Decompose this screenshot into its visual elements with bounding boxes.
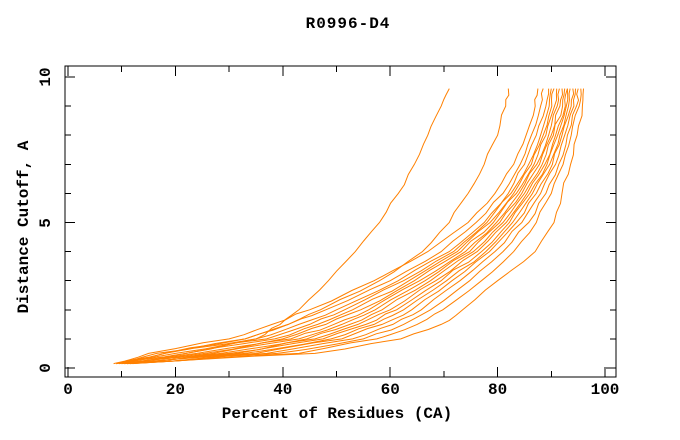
model-curve-08 (118, 88, 558, 365)
x-tick-label: 100 (590, 381, 620, 399)
y-tick-label: 0 (37, 363, 55, 373)
model-curve-15 (127, 88, 575, 365)
model-curve-19 (132, 88, 584, 365)
model-curve-14 (124, 88, 571, 365)
model-curve-12 (124, 88, 568, 365)
model-curve-16 (127, 88, 576, 365)
x-axis-label: Percent of Residues (CA) (221, 405, 453, 423)
model-curve-07 (121, 88, 555, 365)
x-tick-label: 40 (273, 381, 293, 399)
model-curve-03 (113, 88, 539, 365)
y-tick-label: 10 (37, 67, 55, 87)
y-tick-label: 5 (37, 217, 55, 228)
x-tick-label: 0 (63, 381, 73, 399)
model-curve-02 (116, 88, 510, 365)
plot-frame (64, 65, 617, 378)
model-curve-13 (127, 88, 569, 365)
model-curve-06 (116, 88, 552, 365)
model-curve-10 (124, 88, 564, 365)
model-curve-11 (121, 88, 566, 365)
x-tick-label: 20 (165, 381, 185, 399)
x-tick-label: 60 (380, 381, 400, 399)
x-tick-label: 80 (487, 381, 508, 399)
model-curve-01 (116, 88, 450, 365)
model-curve-04 (116, 88, 544, 365)
model-curve-18 (129, 88, 582, 365)
plot-title: R0996-D4 (305, 15, 391, 33)
y-axis-label: Distance Cutoff, A (15, 140, 33, 314)
model-curve-05 (118, 88, 550, 365)
model-curve-09 (121, 88, 560, 365)
model-curve-17 (129, 88, 580, 365)
